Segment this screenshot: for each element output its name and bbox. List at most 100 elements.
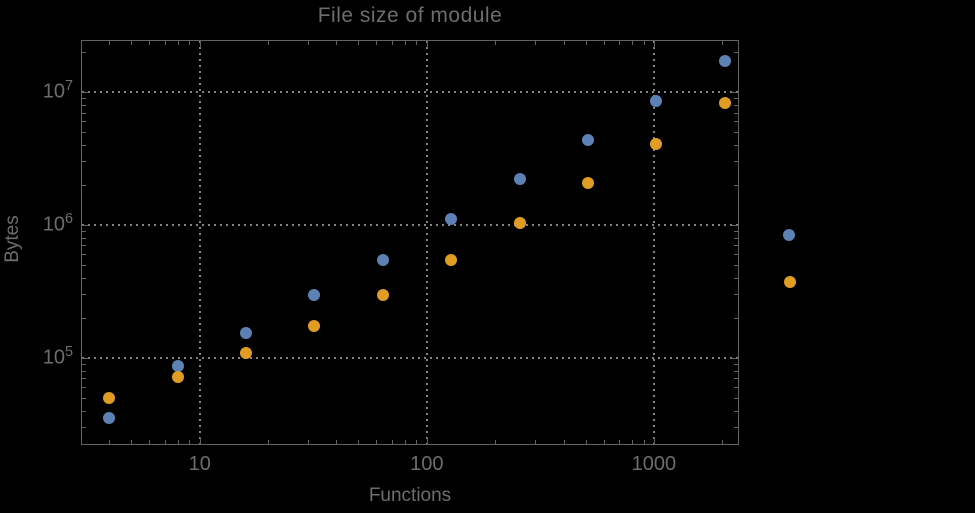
y-tick-label: 106 bbox=[42, 210, 73, 236]
x-tick-bottom bbox=[404, 440, 406, 444]
data-point-series-1-blue-x1024 bbox=[650, 94, 663, 107]
legend-marker-series-1-blue bbox=[783, 229, 795, 241]
y-tick-right bbox=[734, 427, 738, 429]
x-tick-bottom bbox=[131, 440, 133, 444]
plot-frame bbox=[81, 40, 739, 445]
x-tick-top bbox=[535, 41, 537, 45]
y-tick-left bbox=[82, 410, 86, 412]
x-tick-label: 1000 bbox=[631, 453, 677, 475]
x-tick-top bbox=[563, 41, 565, 45]
x-tick-bottom bbox=[391, 440, 393, 444]
x-tick-bottom bbox=[618, 440, 620, 444]
y-tick-right bbox=[734, 277, 738, 279]
x-tick-top bbox=[391, 41, 393, 45]
x-tick-bottom bbox=[358, 440, 360, 444]
y-tick-left bbox=[82, 387, 86, 389]
y-tick-left bbox=[82, 317, 86, 319]
data-point-series-2-orange-x512 bbox=[581, 176, 594, 189]
x-tick-top bbox=[199, 41, 201, 48]
y-tick-right bbox=[734, 98, 738, 99]
x-tick-label: 100 bbox=[410, 453, 444, 475]
y-tick-left bbox=[82, 254, 86, 256]
data-point-series-1-blue-x128 bbox=[445, 212, 458, 225]
data-point-series-2-orange-x1024 bbox=[650, 137, 663, 150]
y-tick-left bbox=[82, 131, 86, 133]
data-point-series-1-blue-x16 bbox=[240, 326, 253, 339]
y-tick-right bbox=[734, 363, 738, 365]
x-tick-top bbox=[426, 41, 428, 48]
y-tick-right bbox=[734, 104, 738, 106]
y-tick-left bbox=[82, 224, 89, 226]
x-tick-bottom bbox=[109, 440, 111, 444]
x-tick-top bbox=[631, 41, 633, 45]
data-point-series-1-blue-x4 bbox=[103, 412, 116, 425]
x-tick-bottom bbox=[653, 437, 655, 444]
data-point-series-2-orange-x2048 bbox=[718, 96, 731, 109]
y-tick-right bbox=[734, 121, 738, 123]
y-tick-right bbox=[734, 184, 738, 186]
x-tick-bottom bbox=[585, 440, 587, 444]
y-tick-right bbox=[734, 254, 738, 256]
data-point-series-1-blue-x32 bbox=[308, 288, 321, 301]
y-tick-left bbox=[82, 427, 86, 429]
x-tick-top bbox=[336, 41, 338, 45]
y-tick-left bbox=[82, 104, 86, 106]
y-tick-left bbox=[82, 121, 86, 123]
x-tick-top bbox=[603, 41, 605, 45]
gridline-horizontal bbox=[82, 223, 738, 226]
x-tick-bottom bbox=[535, 440, 537, 444]
y-tick-right bbox=[734, 264, 738, 266]
y-tick-left bbox=[82, 237, 86, 239]
x-axis-label: Functions bbox=[368, 485, 452, 506]
y-tick-right bbox=[734, 131, 738, 133]
y-tick-right bbox=[734, 230, 738, 232]
x-tick-top bbox=[268, 41, 270, 45]
data-point-series-2-orange-x256 bbox=[513, 217, 526, 230]
y-tick-right bbox=[734, 245, 738, 247]
y-tick-right bbox=[734, 144, 738, 146]
y-tick-right bbox=[734, 397, 738, 399]
x-tick-top bbox=[404, 41, 406, 45]
x-tick-bottom bbox=[199, 437, 201, 444]
data-point-series-2-orange-x128 bbox=[445, 253, 458, 266]
x-tick-top bbox=[109, 41, 111, 45]
x-tick-top bbox=[653, 41, 655, 48]
gridline-vertical bbox=[425, 41, 428, 444]
x-tick-bottom bbox=[268, 440, 270, 444]
y-tick-label: 105 bbox=[42, 343, 73, 369]
y-tick-left bbox=[82, 245, 86, 247]
y-tick-right bbox=[734, 294, 738, 296]
y-tick-left bbox=[82, 184, 86, 186]
x-tick-top bbox=[376, 41, 378, 45]
x-tick-top bbox=[189, 41, 191, 45]
x-tick-top bbox=[495, 41, 497, 45]
y-tick-label: 107 bbox=[42, 77, 73, 103]
data-point-series-1-blue-x512 bbox=[581, 133, 594, 146]
y-tick-left bbox=[82, 397, 86, 399]
x-tick-bottom bbox=[416, 440, 418, 444]
x-tick-bottom bbox=[603, 440, 605, 444]
data-point-series-1-blue-x8 bbox=[171, 359, 184, 372]
x-tick-top bbox=[358, 41, 360, 45]
y-tick-left bbox=[82, 51, 86, 53]
x-tick-top bbox=[643, 41, 645, 45]
data-point-series-2-orange-x8 bbox=[171, 371, 184, 384]
y-tick-left bbox=[82, 370, 86, 372]
x-tick-bottom bbox=[426, 437, 428, 444]
y-tick-left bbox=[82, 294, 86, 296]
x-tick-bottom bbox=[495, 440, 497, 444]
y-tick-left bbox=[82, 277, 86, 279]
x-tick-top bbox=[164, 41, 166, 45]
x-tick-top bbox=[308, 41, 310, 45]
y-tick-right bbox=[734, 237, 738, 239]
y-tick-right bbox=[734, 410, 738, 412]
gridline-vertical bbox=[198, 41, 201, 444]
x-tick-top bbox=[131, 41, 133, 45]
y-tick-left bbox=[82, 91, 89, 93]
x-tick-bottom bbox=[722, 440, 724, 444]
x-tick-top bbox=[585, 41, 587, 45]
x-tick-bottom bbox=[336, 440, 338, 444]
data-point-series-2-orange-x16 bbox=[240, 346, 253, 359]
